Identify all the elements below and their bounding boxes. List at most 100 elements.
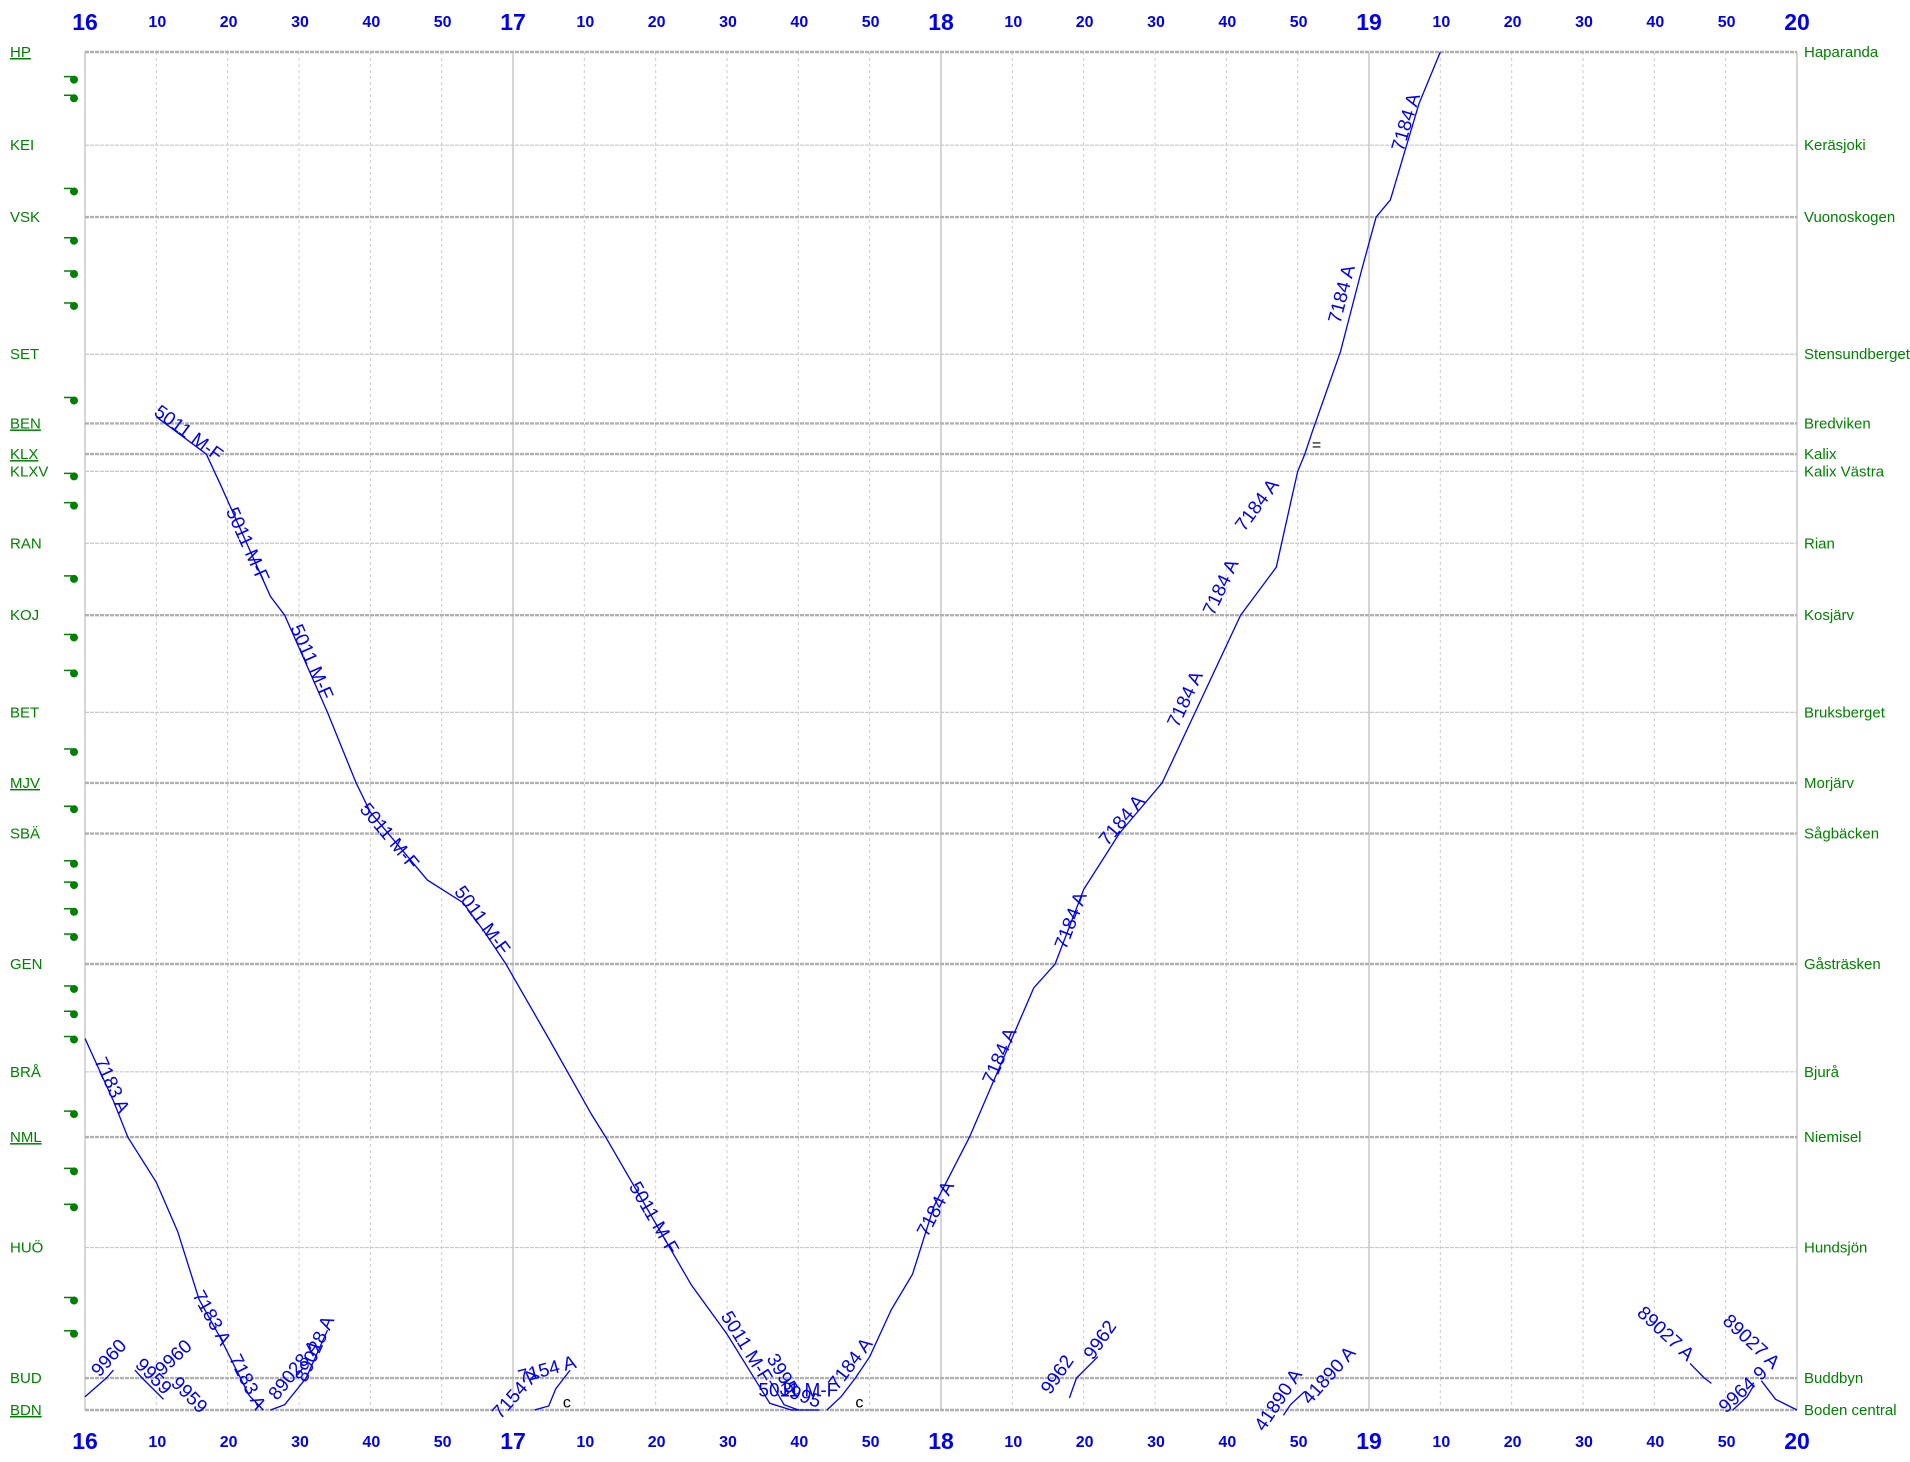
time-axis-bottom: 16 10 20 30 40 50 17 10 20 30 40 50 18 10 20 30 40 50 19 10… [72, 1428, 1810, 1454]
station-signature-gen: GEN [10, 956, 43, 973]
bottom-minute-label: 30 [291, 1434, 309, 1451]
top-minute-label: 10 [1004, 14, 1022, 31]
train-path[interactable] [534, 1369, 571, 1411]
train-path[interactable] [134, 1369, 164, 1400]
train-label[interactable]: 5011 M-F [758, 1381, 838, 1402]
signal-marker-dot [70, 236, 78, 245]
train-label[interactable]: 7184 A [1051, 889, 1092, 952]
train-path[interactable] [1068, 1356, 1099, 1399]
train-label[interactable]: 41890 A [1251, 1365, 1307, 1435]
top-hour-label: 16 [72, 9, 98, 35]
signal-marker-dot [70, 574, 78, 583]
train-label[interactable]: 7184 A [1325, 263, 1360, 326]
station-name: Bruksberget [1804, 704, 1886, 721]
signal-marker-dot [70, 501, 78, 510]
top-hour-label: 18 [928, 9, 954, 35]
train-label[interactable]: 7183 A [224, 1351, 269, 1414]
station-signature-ben[interactable]: BEN [10, 415, 41, 432]
top-minute-label: 10 [1432, 14, 1450, 31]
bottom-hour-label: 17 [500, 1428, 526, 1454]
station-name: Bredviken [1804, 415, 1871, 432]
train-label[interactable]: 5011 M-F [221, 504, 273, 586]
top-hour-label: 19 [1356, 9, 1382, 35]
signal-marker-dot [70, 747, 78, 756]
bottom-minute-label: 40 [362, 1434, 380, 1451]
station-name: Bjurå [1804, 1064, 1840, 1081]
station-name: Rian [1804, 535, 1835, 552]
top-minute-label: 50 [1290, 14, 1308, 31]
top-minute-label: 30 [719, 14, 737, 31]
train-path[interactable] [1282, 1390, 1306, 1416]
top-minute-label: 50 [1718, 14, 1736, 31]
train-path[interactable] [84, 1038, 264, 1411]
signal-marker-dot [70, 472, 78, 481]
train-note: c [855, 1394, 863, 1411]
train-label[interactable]: 5011 M-F [285, 621, 336, 703]
station-signature-brå: BRÅ [10, 1064, 41, 1081]
bottom-minute-label: 10 [1432, 1434, 1450, 1451]
train-label[interactable]: 9962 [1080, 1317, 1121, 1364]
train-label[interactable]: 89027 A [1633, 1303, 1699, 1366]
train-label[interactable]: 5011 M-F [624, 1178, 682, 1258]
bottom-hour-label: 18 [928, 1428, 954, 1454]
signal-marker-dot [70, 1296, 78, 1305]
train-path[interactable] [84, 1369, 114, 1398]
station-signature-hp[interactable]: HP [10, 44, 31, 61]
train-label[interactable]: 7154 A [516, 1352, 579, 1388]
top-minute-label: 40 [790, 14, 808, 31]
signal-marker-dot [70, 1203, 78, 1212]
train-label[interactable]: 7184 A [1231, 475, 1283, 535]
train-path[interactable] [826, 51, 1441, 1411]
train-label[interactable]: 5011 M-F [355, 799, 422, 874]
top-minute-label: 20 [220, 14, 238, 31]
station-name: Haparanda [1804, 44, 1879, 61]
train-path[interactable] [1689, 1362, 1712, 1384]
station-signature-nml[interactable]: NML [10, 1129, 42, 1146]
station-name: Morjärv [1804, 775, 1855, 792]
train-label[interactable]: 41890 A [1298, 1342, 1360, 1408]
train-label[interactable]: 89027 A [1718, 1311, 1784, 1374]
train-path[interactable] [1760, 1380, 1798, 1411]
station-signature-klx[interactable]: KLX [10, 446, 38, 463]
bottom-minute-label: 50 [434, 1434, 452, 1451]
bottom-minute-label: 10 [576, 1434, 594, 1451]
station-signature-bdn[interactable]: BDN [10, 1402, 42, 1419]
station-signature-vsk: VSK [10, 209, 40, 226]
station-signature-bud: BUD [10, 1370, 42, 1387]
train-label[interactable]: 7184 A [1388, 91, 1425, 154]
train-path[interactable] [769, 1380, 799, 1411]
train-label[interactable]: 5011 M-F [450, 882, 514, 959]
train-path[interactable] [155, 416, 820, 1411]
station-signature-kei: KEI [10, 137, 34, 154]
top-minute-label: 40 [1646, 14, 1664, 31]
train-label[interactable]: 7184 A [979, 1025, 1022, 1088]
station-name: Kalix [1804, 446, 1837, 463]
train-path[interactable] [1732, 1384, 1755, 1411]
station-name: Sågbäcken [1804, 826, 1879, 843]
top-minute-label: 10 [148, 14, 166, 31]
train-label[interactable]: 5011 M-F [716, 1308, 776, 1387]
signal-marker-dot [70, 270, 78, 279]
train-label[interactable]: 5011 M-F [150, 401, 227, 466]
signal-marker-dot [70, 881, 78, 890]
train-label[interactable]: 7183 A [90, 1054, 134, 1117]
signal-marker-dot [70, 859, 78, 868]
top-hour-label: 17 [500, 9, 526, 35]
signal-marker-dot [70, 669, 78, 678]
train-path[interactable] [270, 1329, 329, 1411]
bottom-minute-label: 30 [719, 1434, 737, 1451]
station-signature-set: SET [10, 346, 39, 363]
signal-marker-dot [70, 933, 78, 942]
station-names: Haparanda Keräsjoki Vuonoskogen Stensundber… [1804, 44, 1910, 1419]
bottom-minute-label: 40 [1646, 1434, 1664, 1451]
signal-marker-dot [70, 984, 78, 993]
station-name: Kosjärv [1804, 607, 1855, 624]
station-signature-mjv[interactable]: MJV [10, 775, 40, 792]
station-name: Kalix Västra [1804, 463, 1885, 480]
train-label[interactable]: 7184 A [1095, 791, 1149, 850]
top-minute-label: 20 [648, 14, 666, 31]
train-label[interactable]: 7184 A [913, 1178, 959, 1241]
station-name: Hundsjön [1804, 1240, 1867, 1257]
train-label[interactable]: 7184 A [1199, 556, 1243, 619]
